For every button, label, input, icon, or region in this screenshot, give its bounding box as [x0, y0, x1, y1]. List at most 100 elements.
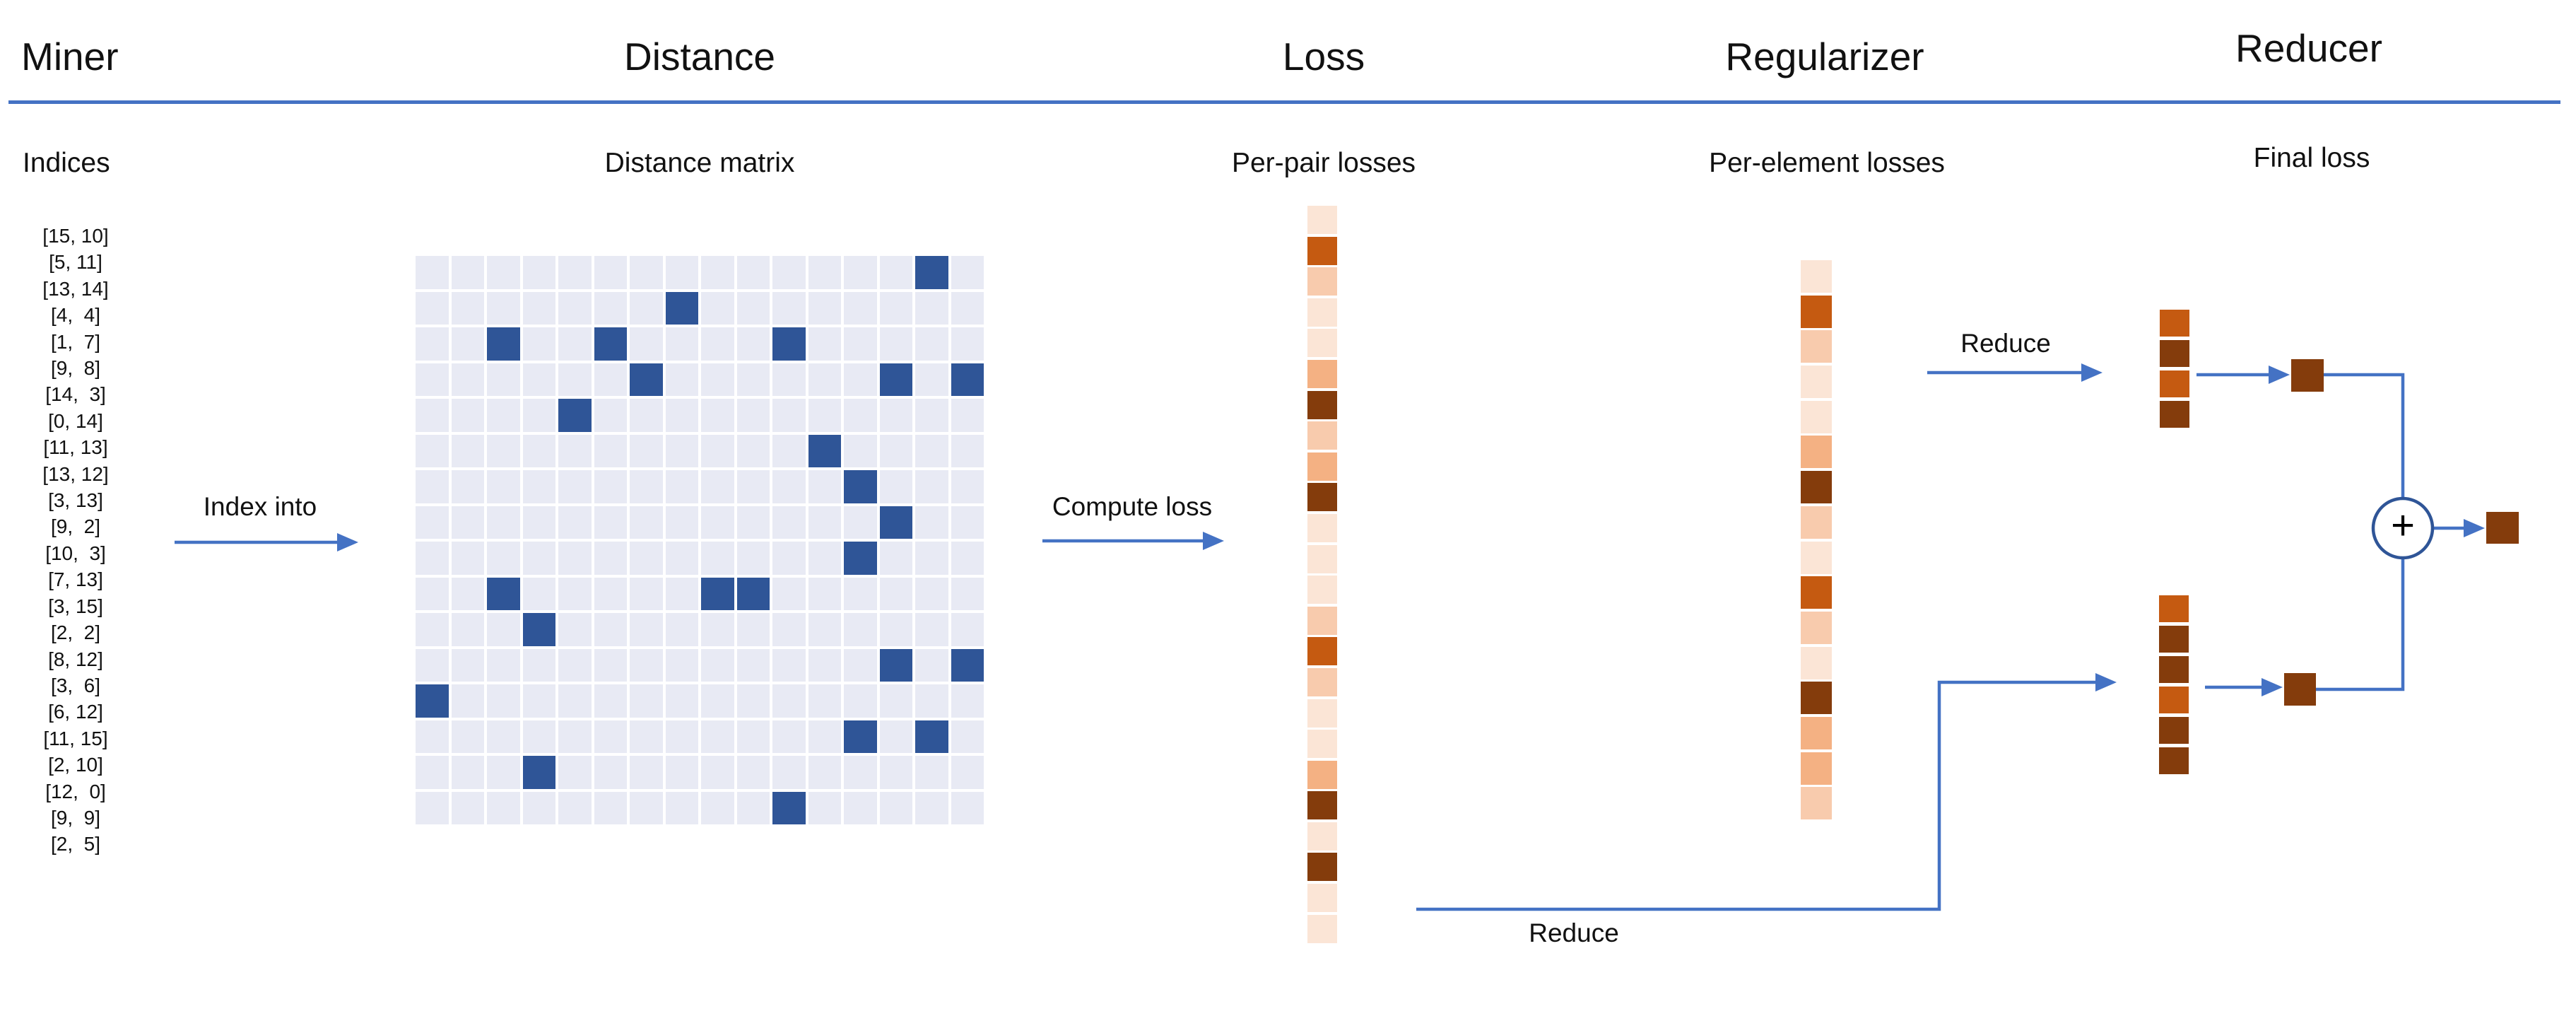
matrix-cell	[451, 791, 484, 824]
matrix-cell	[915, 577, 948, 610]
index-pair: [2, 2]	[50, 621, 101, 644]
matrix-cell	[808, 291, 841, 325]
matrix-cell	[701, 327, 734, 361]
matrix-cell	[844, 613, 877, 646]
index-pair: [7, 13]	[48, 568, 103, 591]
heat-cell	[1307, 576, 1337, 605]
matrix-cell	[701, 506, 734, 539]
matrix-cell	[522, 791, 555, 824]
section-title-distance: Distance	[624, 35, 775, 78]
matrix-cell	[665, 720, 698, 753]
matrix-cell	[808, 791, 841, 824]
matrix-cell	[701, 720, 734, 753]
index-pair: [13, 14]	[42, 277, 109, 300]
matrix-cell	[951, 506, 984, 539]
matrix-cell	[951, 363, 984, 396]
matrix-cell	[736, 470, 770, 503]
matrix-cell	[879, 291, 912, 325]
matrix-cell	[630, 256, 663, 289]
subtitle-per-pair-losses: Per-pair losses	[1231, 148, 1416, 178]
index-pair: [8, 12]	[48, 648, 103, 670]
matrix-cell	[487, 434, 520, 467]
bottom-stack-to-square-arrowhead	[2262, 678, 2283, 696]
heat-cell	[1307, 421, 1337, 450]
heat-cell	[1307, 637, 1337, 666]
matrix-cell	[951, 648, 984, 682]
matrix-cell	[665, 363, 698, 396]
matrix-cell	[594, 363, 627, 396]
matrix-cell	[879, 542, 912, 575]
matrix-cell	[558, 327, 592, 361]
matrix-cell	[844, 542, 877, 575]
matrix-cell	[451, 577, 484, 610]
heat-cell	[1801, 471, 1832, 504]
heat-cell	[1307, 914, 1337, 943]
matrix-cell	[915, 791, 948, 824]
matrix-cell	[558, 542, 592, 575]
matrix-cell	[522, 291, 555, 325]
heat-cell	[1307, 452, 1337, 481]
matrix-cell	[701, 577, 734, 610]
matrix-cell	[594, 648, 627, 682]
heat-cell	[2159, 595, 2189, 622]
matrix-cell	[879, 470, 912, 503]
heat-cell	[1307, 760, 1337, 789]
matrix-cell	[451, 684, 484, 718]
heat-cell	[1801, 752, 1832, 785]
matrix-cell	[844, 720, 877, 753]
matrix-cell	[736, 434, 770, 467]
matrix-cell	[665, 791, 698, 824]
heat-cell	[1307, 699, 1337, 728]
matrix-cell	[951, 542, 984, 575]
reduced-bottom-square	[2284, 673, 2316, 706]
matrix-cell	[416, 256, 449, 289]
matrix-cell	[451, 363, 484, 396]
matrix-cell	[665, 434, 698, 467]
matrix-cell	[951, 470, 984, 503]
compute-loss-arrowhead	[1203, 532, 1224, 550]
matrix-cell	[772, 291, 806, 325]
subtitle-indices: Indices	[23, 148, 110, 178]
matrix-cell	[487, 756, 520, 789]
reducer-bottom-stack	[2159, 595, 2189, 774]
matrix-cell	[487, 791, 520, 824]
matrix-cell	[772, 791, 806, 824]
matrix-cell	[630, 291, 663, 325]
matrix-cell	[451, 399, 484, 432]
heat-cell	[1307, 329, 1337, 358]
matrix-cell	[951, 327, 984, 361]
matrix-cell	[416, 791, 449, 824]
matrix-cell	[487, 720, 520, 753]
matrix-cell	[665, 613, 698, 646]
matrix-cell	[451, 506, 484, 539]
matrix-cell	[736, 648, 770, 682]
matrix-cell	[451, 613, 484, 646]
heat-cell	[1801, 646, 1832, 679]
matrix-cell	[915, 613, 948, 646]
matrix-cell	[416, 327, 449, 361]
matrix-cell	[915, 756, 948, 789]
matrix-cell	[630, 327, 663, 361]
heat-cell	[2159, 747, 2189, 774]
heat-cell	[1307, 606, 1337, 635]
matrix-cell	[808, 256, 841, 289]
matrix-cell	[558, 720, 592, 753]
matrix-cell	[522, 470, 555, 503]
reduced-top-square	[2291, 359, 2324, 392]
matrix-cell	[665, 470, 698, 503]
matrix-cell	[879, 791, 912, 824]
matrix-cell	[451, 648, 484, 682]
heat-cell	[1307, 667, 1337, 696]
matrix-cell	[808, 720, 841, 753]
matrix-cell	[630, 756, 663, 789]
matrix-cell	[558, 613, 592, 646]
index-pair: [1, 7]	[50, 330, 101, 353]
matrix-cell	[844, 434, 877, 467]
matrix-cell	[487, 256, 520, 289]
matrix-cell	[701, 291, 734, 325]
matrix-cell	[522, 648, 555, 682]
matrix-cell	[951, 791, 984, 824]
label-reduce-bottom: Reduce	[1529, 918, 1619, 947]
matrix-cell	[736, 542, 770, 575]
